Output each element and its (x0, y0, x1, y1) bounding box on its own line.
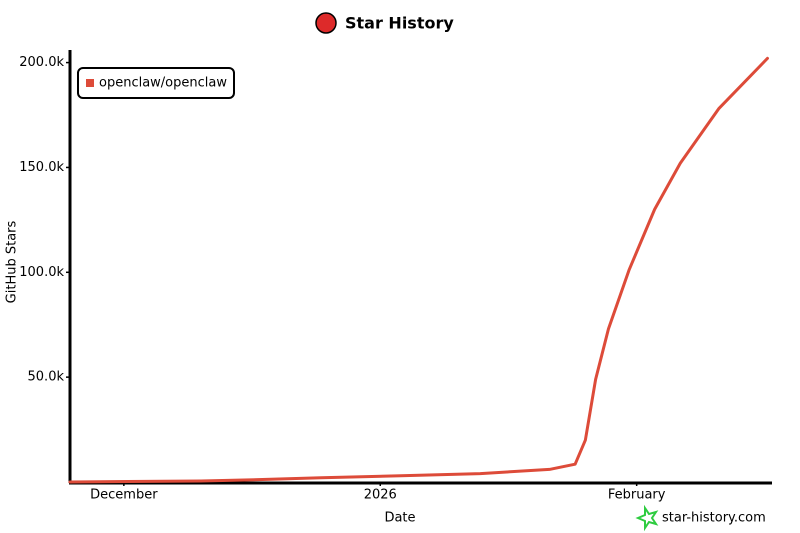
y-tick-label: 50.0k (28, 370, 65, 385)
legend-box (77, 67, 235, 99)
watermark-icon (635, 504, 659, 532)
chart-title: Star History (345, 14, 454, 33)
legend-swatch (86, 79, 94, 87)
y-tick-label: 100.0k (19, 265, 64, 280)
y-tick-label: 200.0k (19, 55, 64, 70)
x-tick-label: December (90, 488, 158, 503)
logo (315, 12, 337, 34)
x-tick-label: 2026 (364, 488, 397, 503)
x-tick-label: February (608, 488, 666, 503)
watermark: star-history.com (662, 511, 766, 526)
y-axis-label: GitHub Stars (5, 220, 20, 303)
series-line (68, 56, 769, 484)
x-axis-label: Date (384, 511, 415, 526)
legend-label: openclaw/openclaw (99, 76, 227, 91)
y-tick-label: 150.0k (19, 160, 64, 175)
